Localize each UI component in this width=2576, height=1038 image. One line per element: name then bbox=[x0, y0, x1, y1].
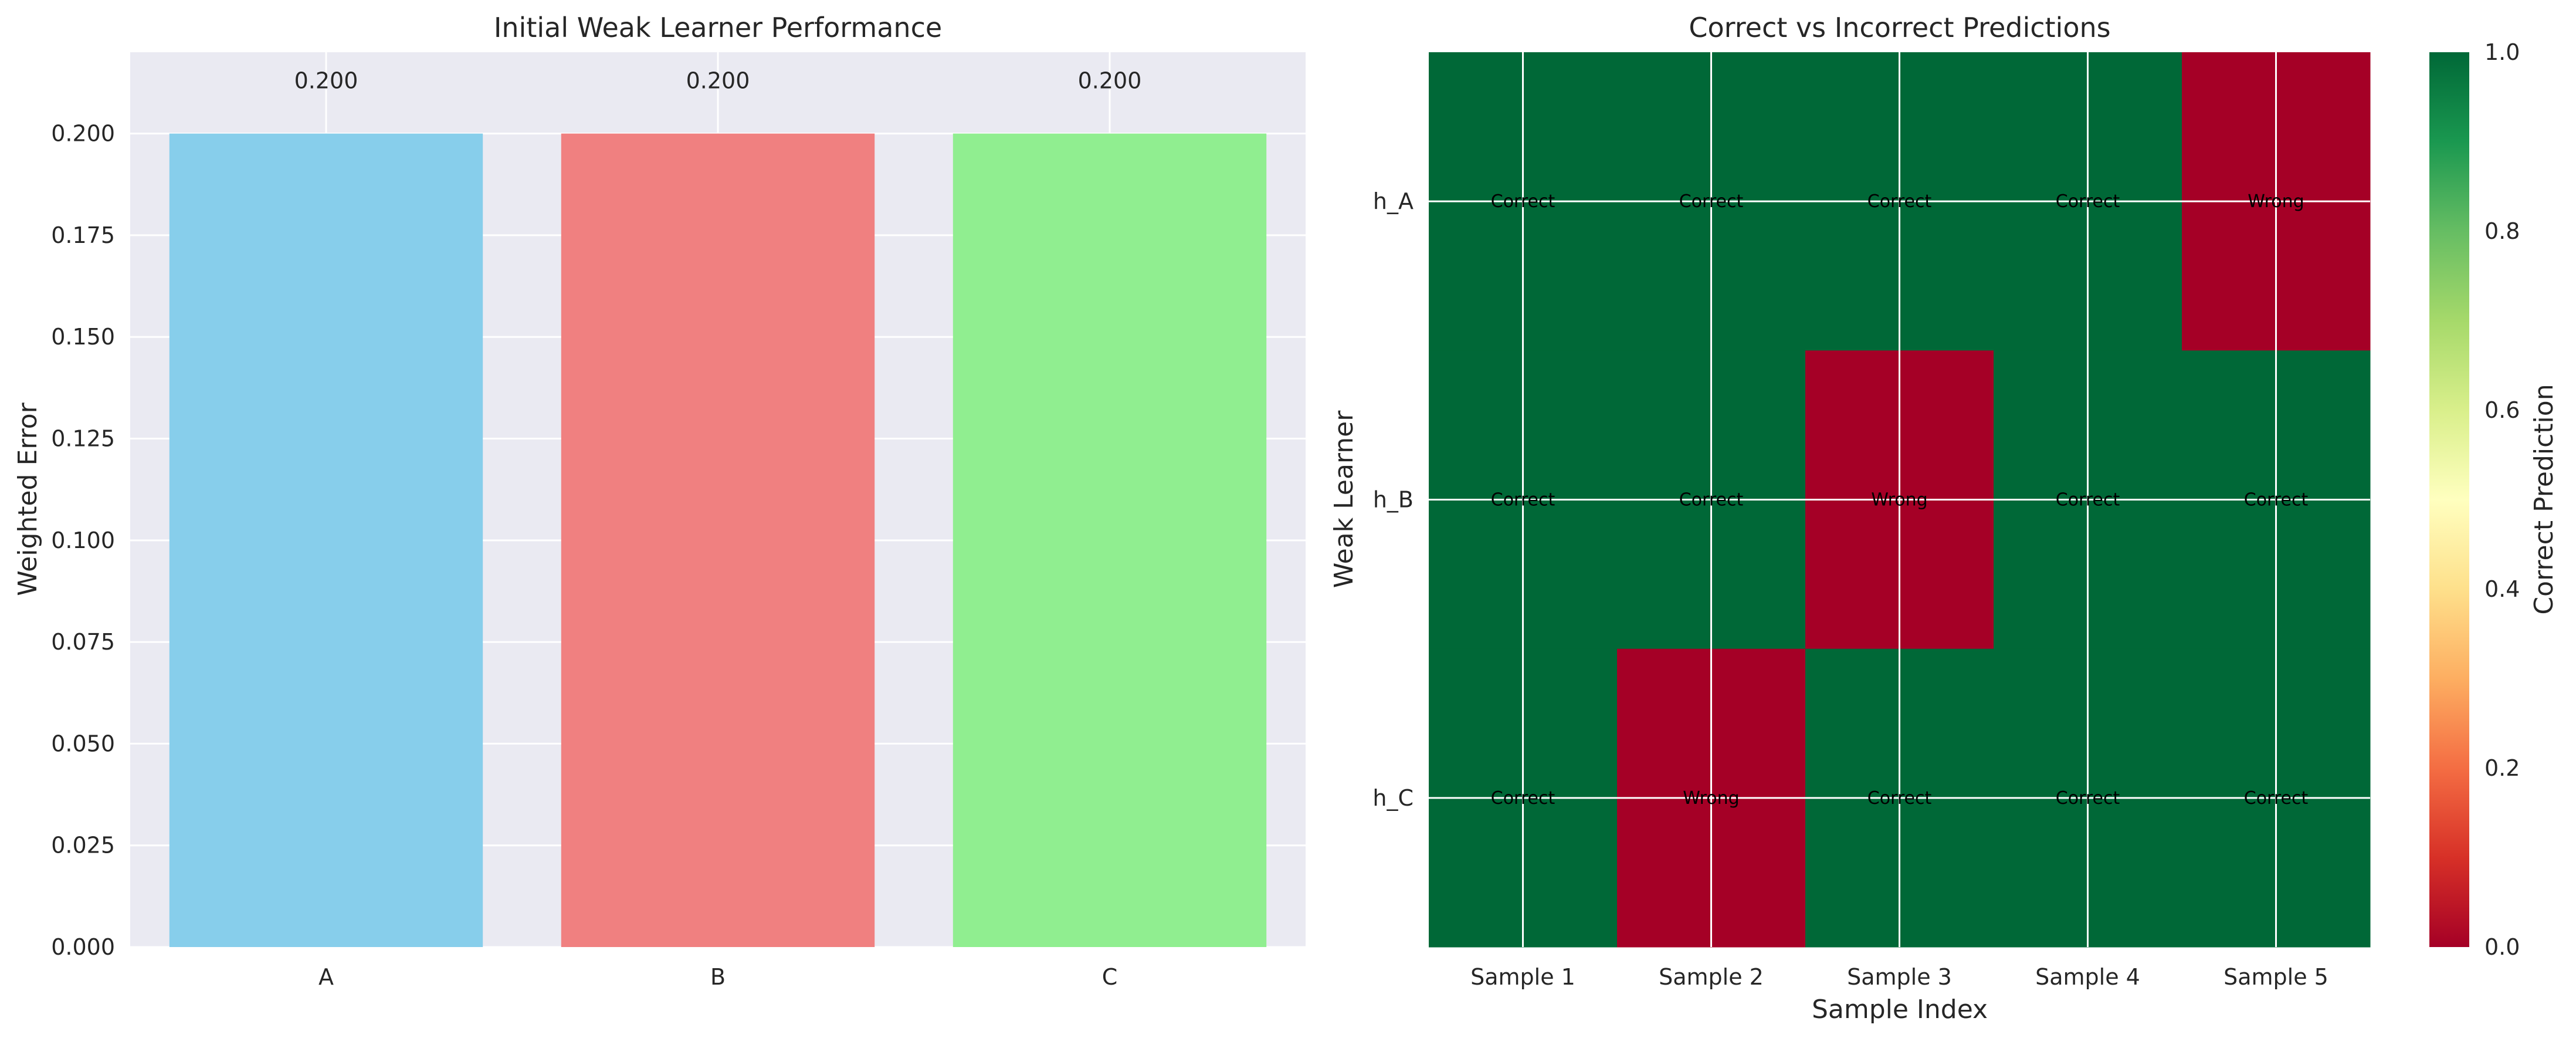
heatmap-x-tick-label: Sample 2 bbox=[1659, 964, 1764, 990]
bar-y-tick-label: 0.150 bbox=[51, 324, 115, 350]
bar-y-tick-label: 0.075 bbox=[51, 629, 115, 655]
heatmap-x-tick-label: Sample 3 bbox=[1847, 964, 1952, 990]
heatmap-x-tick-label: Sample 4 bbox=[2035, 964, 2140, 990]
heatmap-x-tick-label: Sample 1 bbox=[1470, 964, 1575, 990]
bar-value-label: 0.200 bbox=[1078, 68, 1142, 94]
heatmap-cell-label: Correct bbox=[1679, 191, 1744, 212]
bar-y-axis-label: Weighted Error bbox=[13, 402, 43, 596]
heatmap-chart: Correct Correct Correct Correct Wrong Correct… bbox=[1329, 12, 2371, 1025]
bar-x-ticks: A B C bbox=[318, 964, 1117, 990]
bar-value-labels: 0.200 0.200 0.200 bbox=[294, 68, 1142, 94]
colorbar-gradient bbox=[2429, 52, 2469, 947]
heatmap-cell-label: Correct bbox=[2056, 191, 2120, 212]
bar-y-tick-label: 0.100 bbox=[51, 528, 115, 553]
heatmap-gridlines bbox=[1429, 52, 2370, 947]
heatmap-y-axis-label: Weak Learner bbox=[1329, 410, 1359, 588]
heatmap-cell-label: Correct bbox=[2056, 788, 2120, 809]
colorbar-tick-label: 1.0 bbox=[2485, 39, 2520, 65]
bar-y-tick-label: 0.200 bbox=[51, 121, 115, 147]
bar-A bbox=[169, 133, 483, 948]
heatmap-title: Correct vs Incorrect Predictions bbox=[1689, 12, 2110, 43]
bar-y-tick-label: 0.050 bbox=[51, 731, 115, 756]
heatmap-y-tick-label: h_A bbox=[1373, 188, 1414, 214]
heatmap-cell-label: Correct bbox=[2244, 788, 2309, 809]
bar-y-tick-label: 0.025 bbox=[51, 833, 115, 858]
heatmap-cell-label: Correct bbox=[1491, 490, 1555, 510]
bar-y-tick-label: 0.175 bbox=[51, 222, 115, 248]
heatmap-y-tick-label: h_C bbox=[1372, 785, 1414, 811]
bar-x-tick-label: A bbox=[318, 964, 334, 990]
bar-y-tick-label: 0.000 bbox=[51, 934, 115, 960]
bar-value-label: 0.200 bbox=[294, 68, 358, 94]
colorbar-tick-label: 0.8 bbox=[2485, 218, 2520, 244]
heatmap-y-ticks: h_A h_B h_C bbox=[1372, 188, 1414, 811]
colorbar-tick-label: 0.6 bbox=[2485, 397, 2520, 423]
heatmap-cell-label: Correct bbox=[1491, 788, 1555, 809]
heatmap-cell-label: Wrong bbox=[2248, 191, 2304, 212]
heatmap-cell-label: Wrong bbox=[1683, 788, 1739, 809]
heatmap-x-axis-label: Sample Index bbox=[1812, 995, 1988, 1025]
colorbar-tick-label: 0.4 bbox=[2485, 576, 2520, 602]
heatmap-y-tick-label: h_B bbox=[1373, 487, 1414, 513]
bar-C bbox=[953, 133, 1267, 948]
bar-series bbox=[169, 133, 1267, 948]
heatmap-cell-label: Correct bbox=[2056, 490, 2120, 510]
bar-y-ticks: 0.000 0.025 0.050 0.075 0.100 0.125 0.150 0.175… bbox=[51, 121, 115, 960]
heatmap-cell-label: Correct bbox=[1679, 490, 1744, 510]
bar-value-label: 0.200 bbox=[686, 68, 750, 94]
bar-x-tick-label: B bbox=[710, 964, 726, 990]
bar-chart-title: Initial Weak Learner Performance bbox=[494, 12, 942, 43]
colorbar-tick-label: 0.2 bbox=[2485, 755, 2520, 781]
heatmap-cell-label: Correct bbox=[1867, 191, 1932, 212]
heatmap-cell-label: Wrong bbox=[1871, 490, 1927, 510]
bar-y-tick-label: 0.125 bbox=[51, 426, 115, 452]
heatmap-cell-labels: Correct Correct Correct Correct Wrong Correct… bbox=[1491, 191, 2309, 809]
heatmap-cell-label: Correct bbox=[1867, 788, 1932, 809]
heatmap-x-ticks: Sample 1 Sample 2 Sample 3 Sample 4 Sample 5 bbox=[1470, 964, 2328, 990]
colorbar: 0.0 0.2 0.4 0.6 0.8 1.0 Correct Prediction bbox=[2429, 39, 2559, 960]
bar-x-tick-label: C bbox=[1102, 964, 1118, 990]
heatmap-cell-label: Correct bbox=[1491, 191, 1555, 212]
bar-B bbox=[561, 133, 875, 948]
heatmap-x-tick-label: Sample 5 bbox=[2224, 964, 2328, 990]
colorbar-label: Correct Prediction bbox=[2529, 384, 2559, 614]
heatmap-cell-label: Correct bbox=[2244, 490, 2309, 510]
bar-chart: 0.000 0.025 0.050 0.075 0.100 0.125 0.150 0.175… bbox=[13, 12, 1306, 990]
colorbar-ticks: 0.0 0.2 0.4 0.6 0.8 1.0 bbox=[2485, 39, 2520, 960]
colorbar-tick-label: 0.0 bbox=[2485, 934, 2520, 960]
